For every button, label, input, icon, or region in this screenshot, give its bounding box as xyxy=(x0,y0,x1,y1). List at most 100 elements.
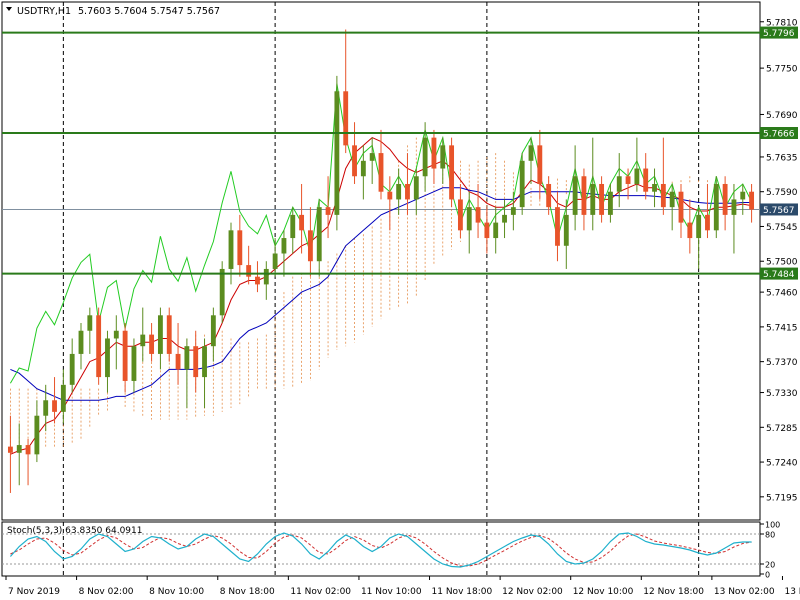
price-tick-label: 5.7460 xyxy=(766,289,798,299)
candle-bear xyxy=(246,265,252,277)
candle-bull xyxy=(502,214,507,223)
candle-bull xyxy=(528,145,534,161)
price-axis: 5.7810 5.7750 5.7690 5.7635 5.7590 5.7545 5.75… xyxy=(760,18,798,503)
time-tick-label: 13 Nov 10:00 xyxy=(784,587,800,597)
candle-bull xyxy=(510,207,516,215)
candle-bull xyxy=(105,338,110,378)
price-tick-label: 5.7195 xyxy=(766,493,798,503)
price-tick-label: 5.7690 xyxy=(766,111,798,121)
candle-bear xyxy=(7,446,13,453)
candle-bear xyxy=(193,346,199,378)
candle-bull xyxy=(60,384,66,412)
candle-bull xyxy=(316,207,322,262)
time-tick-label: 11 Nov 18:00 xyxy=(432,587,493,597)
stochastic-frame xyxy=(1,521,761,577)
candle-bear xyxy=(749,191,755,210)
price-tick-label: 5.7330 xyxy=(766,389,798,399)
candle-bull xyxy=(290,214,296,239)
time-tick-label: 12 Nov 18:00 xyxy=(643,587,704,597)
stochastic-tick-label: 100 xyxy=(765,521,780,530)
time-tick-label: 8 Nov 10:00 xyxy=(149,587,204,597)
candle-bull xyxy=(669,191,675,208)
candle-bear xyxy=(307,230,313,262)
candle-bear xyxy=(687,222,693,239)
candle-bear xyxy=(546,183,552,208)
symbol-label: USDTRY,H1 xyxy=(17,6,71,17)
candle-bull xyxy=(422,137,428,177)
level-tag xyxy=(760,127,798,139)
price-tick-label: 5.7750 xyxy=(766,65,798,75)
current-price-tag xyxy=(760,203,798,216)
stochastic-title: Stoch(5,3,3) 63.8350 64.0911 xyxy=(7,526,142,536)
stochastic-tick-label: 20 xyxy=(765,561,775,570)
candle-bear xyxy=(660,183,666,208)
candle-bear xyxy=(449,145,455,200)
candle-bull xyxy=(157,315,163,354)
candle-bull xyxy=(369,153,375,161)
candle-bull xyxy=(696,214,702,239)
price-tick-label: 5.7545 xyxy=(766,223,798,233)
time-tick-label: 13 Nov 02:00 xyxy=(714,587,775,597)
candle-bull xyxy=(281,238,287,254)
candle-bear xyxy=(625,176,631,184)
price-tick-label: 5.7500 xyxy=(766,258,798,268)
candle-bull xyxy=(563,214,569,246)
level-label: 5.7484 xyxy=(763,270,795,280)
candle-bull xyxy=(69,353,75,385)
candle-bear xyxy=(25,445,31,455)
price-tick-label: 5.7590 xyxy=(766,188,798,198)
candle-bull xyxy=(202,346,207,378)
candle-bull xyxy=(219,268,225,316)
candle-bull xyxy=(731,199,737,215)
time-tick-label: 11 Nov 02:00 xyxy=(290,587,351,597)
candle-bear xyxy=(705,214,710,231)
candle-bull xyxy=(272,253,278,269)
candle-bear xyxy=(122,330,128,381)
time-tick-label: 7 Nov 2019 xyxy=(8,587,60,597)
candle-bull xyxy=(590,183,596,215)
candle-bull xyxy=(572,176,578,215)
candle-bull xyxy=(184,346,190,370)
candle-bull xyxy=(360,160,366,177)
candle-bear xyxy=(378,153,384,192)
candle-bear xyxy=(484,222,490,239)
time-axis: 7 Nov 2019 8 Nov 02:00 8 Nov 10:00 8 Nov 18… xyxy=(5,576,800,597)
candle-bull xyxy=(616,176,622,192)
ohlc-label: 5.7603 5.7604 5.7547 5.7567 xyxy=(78,6,220,17)
collapse-triangle-icon[interactable] xyxy=(6,7,12,11)
candle-bear xyxy=(475,207,481,223)
candle-bear xyxy=(149,334,155,354)
candle-bear xyxy=(581,176,587,215)
candle-bear xyxy=(255,276,260,285)
time-tick-label: 8 Nov 02:00 xyxy=(79,587,134,597)
candle-bull xyxy=(78,330,84,354)
candle-bull xyxy=(210,315,216,347)
candle-bull xyxy=(493,222,499,239)
candle-bear xyxy=(722,183,728,215)
candle-bull xyxy=(466,207,472,231)
candle-bear xyxy=(237,230,243,266)
time-tick-label: 8 Nov 18:00 xyxy=(220,587,275,597)
candle-bull xyxy=(87,315,93,331)
candles xyxy=(7,29,755,493)
price-levels: 5.7796 5.7666 5.7484 5.7567 xyxy=(2,26,798,280)
price-tick-label: 5.7415 xyxy=(766,323,798,333)
candle-bear xyxy=(405,183,410,200)
price-tick-label: 5.7370 xyxy=(766,358,798,368)
candle-bull xyxy=(607,191,613,215)
level-label: 5.7666 xyxy=(763,130,795,140)
level-tag xyxy=(760,26,798,39)
price-tick-label: 5.7635 xyxy=(766,153,798,163)
candle-bear xyxy=(537,145,543,184)
price-tick-label: 5.7285 xyxy=(766,424,798,434)
candle-bear xyxy=(387,191,393,200)
time-tick-label: 12 Nov 10:00 xyxy=(573,587,634,597)
current-price-label: 5.7567 xyxy=(763,206,795,216)
candle-bear xyxy=(343,91,349,146)
candle-bull xyxy=(131,346,137,381)
candle-bull xyxy=(263,268,269,285)
candle-bear xyxy=(555,207,560,246)
level-label: 5.7796 xyxy=(763,29,795,39)
